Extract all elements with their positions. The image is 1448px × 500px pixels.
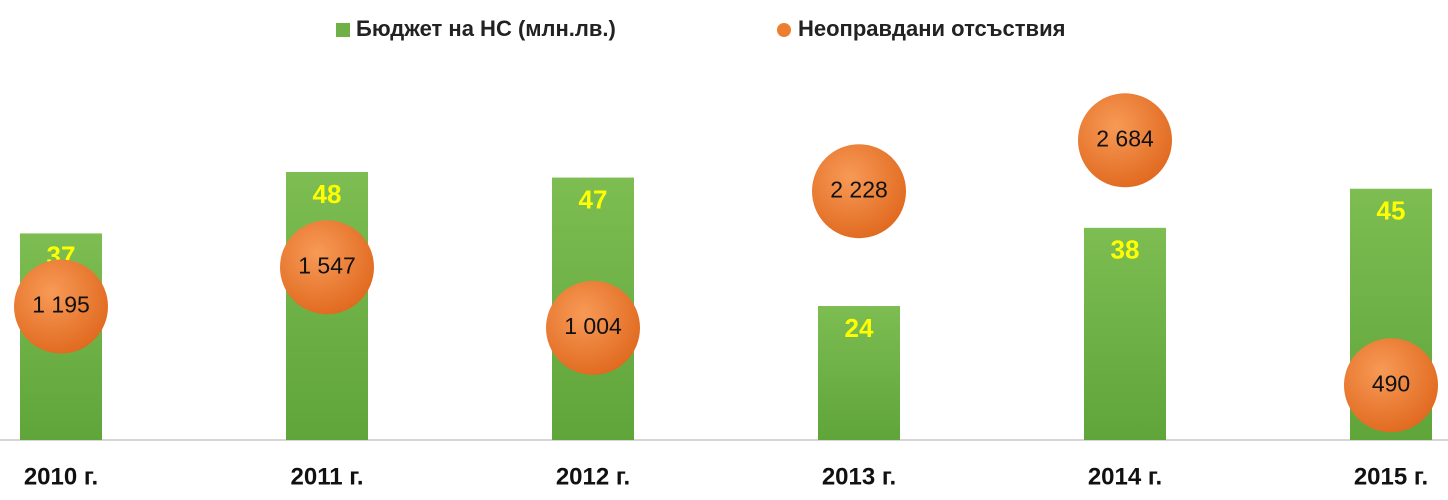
bar-value-label: 48	[313, 179, 342, 209]
dot	[280, 220, 374, 315]
bar	[818, 306, 900, 440]
dot-value-label: 2 684	[1096, 125, 1154, 151]
bar-value-label: 47	[579, 184, 608, 214]
x-tick-label: 2010 г.	[24, 463, 98, 490]
legend-swatch	[336, 23, 350, 37]
dot	[14, 259, 108, 354]
dot-value-label: 490	[1372, 370, 1410, 396]
bar-value-label: 24	[845, 313, 874, 343]
x-tick-label: 2012 г.	[556, 463, 630, 490]
dot	[1078, 93, 1172, 188]
dot	[546, 280, 640, 375]
dot	[1344, 338, 1438, 433]
bar	[1084, 227, 1166, 440]
x-tick-label: 2015 г.	[1354, 463, 1428, 490]
dot-value-label: 1 195	[32, 292, 90, 318]
bar-value-label: 38	[1111, 235, 1140, 265]
dot-value-label: 1 004	[564, 313, 622, 339]
dot-value-label: 2 228	[830, 176, 888, 202]
x-tick-label: 2011 г.	[291, 463, 364, 490]
legend-label: Бюджет на НС (млн.лв.)	[356, 16, 616, 41]
x-tick-label: 2014 г.	[1088, 463, 1162, 490]
dot-value-label: 1 547	[298, 252, 356, 278]
legend-label: Неоправдани отсъствия	[798, 16, 1065, 41]
x-tick-label: 2013 г.	[822, 463, 896, 490]
dot	[812, 144, 906, 239]
legend-swatch	[777, 23, 791, 37]
bar-value-label: 45	[1377, 196, 1406, 226]
